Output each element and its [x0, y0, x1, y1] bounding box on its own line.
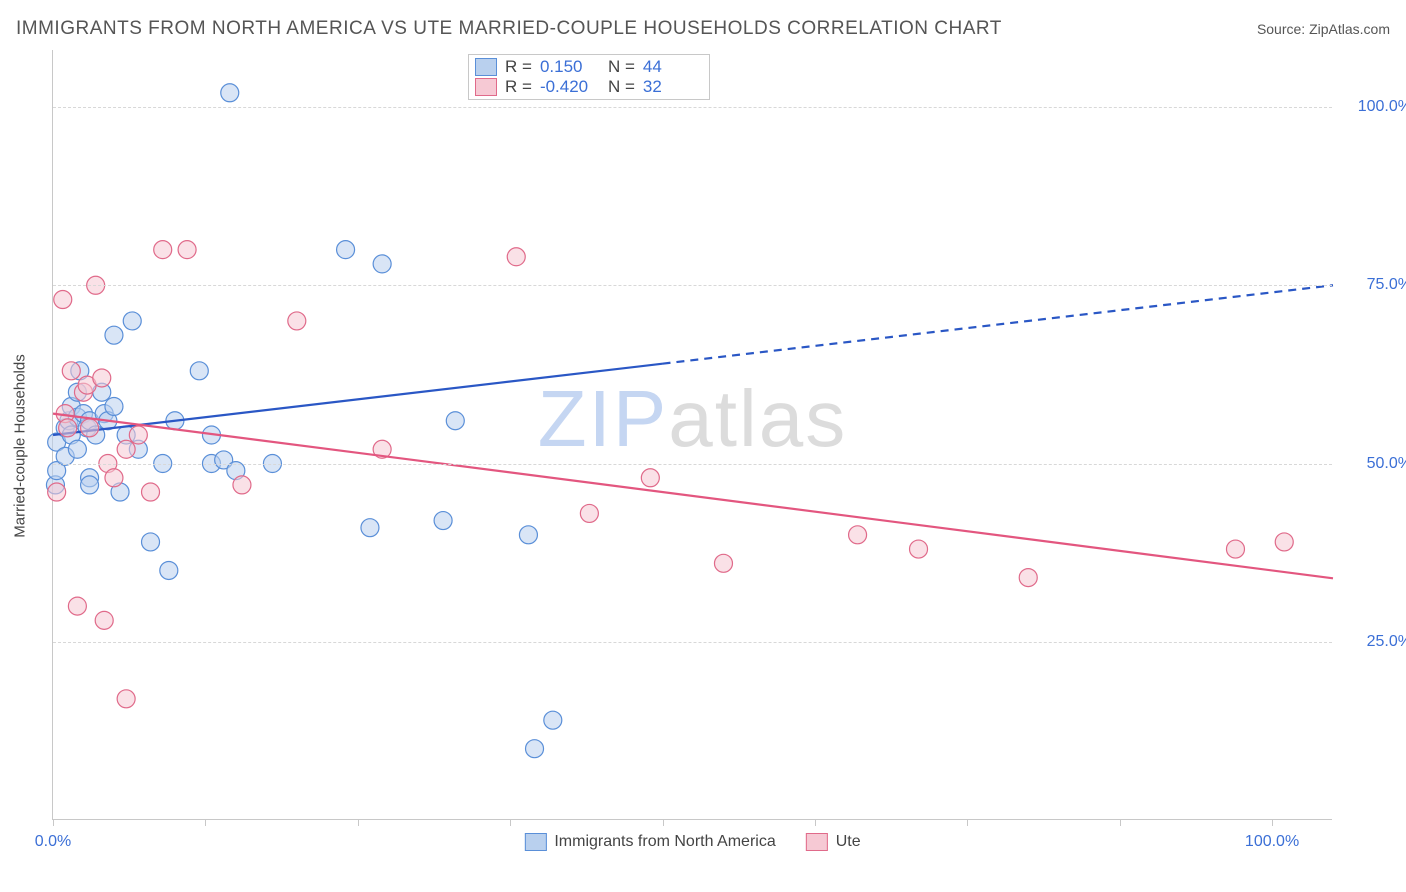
data-point: [526, 740, 544, 758]
legend-item-2: Ute: [806, 833, 861, 851]
x-tick: [1120, 819, 1121, 826]
data-point: [714, 554, 732, 572]
data-point: [62, 362, 80, 380]
data-point: [81, 476, 99, 494]
legend-n-value-1: 44: [643, 57, 703, 77]
y-tick-label: 100.0%: [1358, 98, 1406, 116]
data-point: [288, 312, 306, 330]
data-point: [129, 426, 147, 444]
data-point: [1226, 540, 1244, 558]
data-point: [68, 440, 86, 458]
legend-row-2: R = -0.420 N = 32: [475, 77, 703, 97]
legend-n-label-1: N =: [608, 57, 635, 77]
data-point: [233, 476, 251, 494]
data-point: [544, 711, 562, 729]
x-tick: [53, 819, 54, 826]
legend-swatch-series-1: [524, 833, 546, 851]
legend-n-label-2: N =: [608, 77, 635, 97]
data-point: [154, 241, 172, 259]
legend-row-1: R = 0.150 N = 44: [475, 57, 703, 77]
data-point: [1019, 569, 1037, 587]
y-tick-label: 50.0%: [1367, 455, 1406, 473]
data-point: [190, 362, 208, 380]
data-point: [160, 561, 178, 579]
data-point: [641, 469, 659, 487]
legend-label-2: Ute: [836, 833, 861, 851]
trendline-extrapolated: [663, 285, 1333, 363]
data-point: [105, 469, 123, 487]
data-point: [105, 397, 123, 415]
gridline: [53, 107, 1332, 108]
legend-label-1: Immigrants from North America: [554, 833, 775, 851]
x-tick-label-right: 100.0%: [1245, 833, 1299, 851]
data-point: [117, 690, 135, 708]
data-point: [142, 483, 160, 501]
gridline: [53, 642, 1332, 643]
data-point: [105, 326, 123, 344]
x-tick: [663, 819, 664, 826]
gridline: [53, 464, 1332, 465]
chart-svg: [53, 50, 1332, 819]
x-tick: [510, 819, 511, 826]
data-point: [54, 291, 72, 309]
y-tick-label: 75.0%: [1367, 276, 1406, 294]
y-axis-label: Married-couple Households: [12, 354, 29, 537]
source-label: Source:: [1257, 21, 1309, 37]
data-point: [373, 255, 391, 273]
source-attribution: Source: ZipAtlas.com: [1257, 21, 1390, 37]
chart-title: IMMIGRANTS FROM NORTH AMERICA VS UTE MAR…: [16, 18, 1002, 40]
data-point: [434, 512, 452, 530]
legend-r-value-2: -0.420: [540, 77, 600, 97]
x-tick: [1272, 819, 1273, 826]
data-point: [446, 412, 464, 430]
data-point: [337, 241, 355, 259]
data-point: [1275, 533, 1293, 551]
data-point: [519, 526, 537, 544]
legend-swatch-series-2: [806, 833, 828, 851]
data-point: [123, 312, 141, 330]
title-bar: IMMIGRANTS FROM NORTH AMERICA VS UTE MAR…: [16, 18, 1390, 40]
source-value: ZipAtlas.com: [1309, 21, 1390, 37]
x-tick: [815, 819, 816, 826]
legend-item-1: Immigrants from North America: [524, 833, 775, 851]
gridline: [53, 285, 1332, 286]
legend-r-label-2: R =: [505, 77, 532, 97]
x-tick: [967, 819, 968, 826]
data-point: [221, 84, 239, 102]
data-point: [93, 369, 111, 387]
data-point: [95, 611, 113, 629]
legend-n-value-2: 32: [643, 77, 703, 97]
data-point: [117, 440, 135, 458]
trendline: [53, 414, 1333, 579]
data-point: [580, 504, 598, 522]
data-point: [48, 483, 66, 501]
correlation-legend: R = 0.150 N = 44 R = -0.420 N = 32: [468, 54, 710, 100]
x-tick: [358, 819, 359, 826]
legend-swatch-2: [475, 78, 497, 96]
y-tick-label: 25.0%: [1367, 633, 1406, 651]
series-legend: Immigrants from North America Ute: [524, 833, 860, 851]
data-point: [59, 419, 77, 437]
data-point: [507, 248, 525, 266]
x-tick-label-left: 0.0%: [35, 833, 71, 851]
legend-r-label-1: R =: [505, 57, 532, 77]
data-point: [361, 519, 379, 537]
data-point: [81, 419, 99, 437]
data-point: [178, 241, 196, 259]
legend-r-value-1: 0.150: [540, 57, 600, 77]
data-point: [910, 540, 928, 558]
data-point: [68, 597, 86, 615]
plot-area: ZIPatlas R = 0.150 N = 44 R = -0.420 N =…: [52, 50, 1332, 820]
legend-swatch-1: [475, 58, 497, 76]
data-point: [849, 526, 867, 544]
x-tick: [205, 819, 206, 826]
data-point: [142, 533, 160, 551]
